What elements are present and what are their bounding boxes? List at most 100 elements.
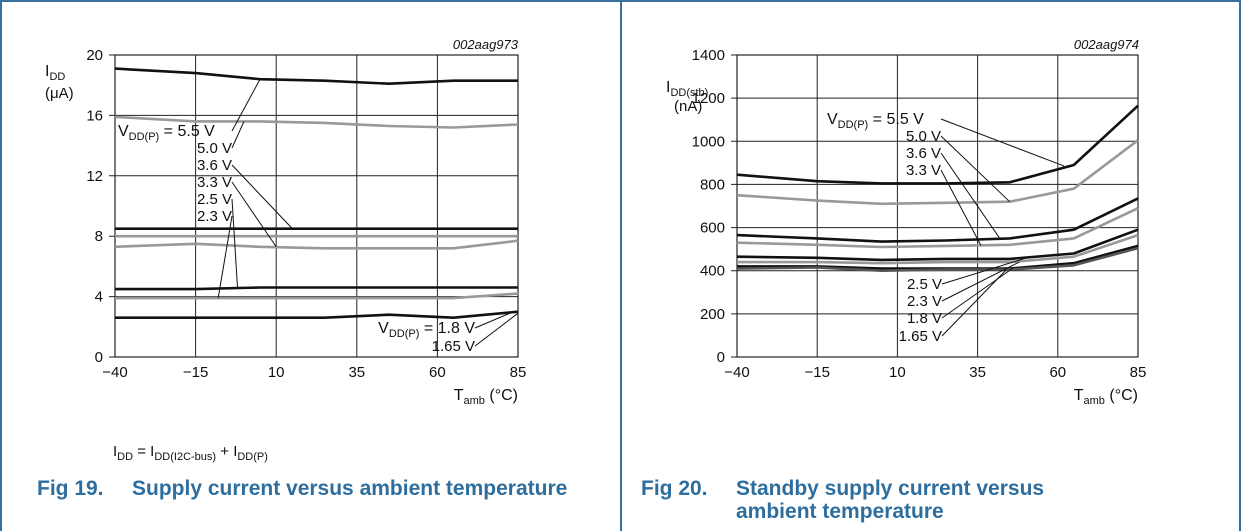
top-rule-right [622, 0, 1241, 2]
fig20-label-3v3: 3.3 V [906, 162, 941, 179]
series-line [114, 239, 519, 250]
y-tick-label: 400 [700, 263, 725, 280]
fig19-label-2v5: 2.5 V [197, 191, 232, 208]
y-tick-label: 12 [86, 168, 103, 185]
fig19-caption-number: Fig 19. [37, 477, 104, 500]
x-tick-label: 60 [1049, 364, 1066, 381]
plot-frame [736, 54, 1139, 358]
fig19-label-5v0: 5.0 V [197, 140, 232, 157]
fig20-ylabel-unit: (nA) [674, 98, 702, 115]
x-tick-label: 10 [889, 364, 906, 381]
y-tick-label: 0 [95, 349, 103, 366]
y-tick-label: 20 [86, 47, 103, 64]
fig19-series [114, 67, 519, 320]
fig19-code: 002aag973 [453, 37, 519, 52]
y-tick-label: 1400 [692, 47, 725, 64]
leader-line [941, 267, 1014, 319]
y-tick-label: 200 [700, 306, 725, 323]
series-line [115, 310, 519, 320]
x-tick-label: −15 [183, 364, 208, 381]
fig20-code: 002aag974 [1074, 37, 1139, 52]
leader-line [941, 261, 1020, 302]
fig20-grid [731, 54, 1139, 358]
series-line [736, 228, 1139, 262]
series-line [736, 139, 1139, 206]
fig19-caption-text: Supply current versus ambient temperatur… [132, 477, 568, 500]
leader-line [941, 257, 1026, 285]
fig20-label-5v5: VDD(P) = 5.5 V [827, 111, 924, 131]
leader-line [474, 311, 512, 329]
y-tick-label: 1200 [692, 90, 725, 107]
top-rule-left [0, 0, 620, 2]
leader-line [231, 198, 239, 288]
plot-frame [114, 54, 519, 358]
fig20-label-5v0: 5.0 V [906, 128, 941, 145]
y-tick-label: 8 [95, 228, 103, 245]
fig19-label-1v65: 1.65 V [432, 338, 475, 355]
fig20-xlabel: Tamb (°C) [1074, 387, 1138, 407]
fig20-label-1v65: 1.65 V [899, 328, 942, 345]
fig19-label-3v3: 3.3 V [197, 174, 232, 191]
fig19-ticks: −40 −15 10 35 60 85 0 4 8 12 16 20 [86, 47, 526, 381]
x-tick-label: 60 [429, 364, 446, 381]
series-line [114, 115, 519, 129]
x-tick-label: 85 [1130, 364, 1147, 381]
fig20-ylabel: IDD(stb) [666, 79, 708, 99]
y-tick-label: 600 [700, 220, 725, 237]
leader-line [940, 135, 1011, 203]
series-line [737, 233, 1139, 265]
y-tick-label: 16 [86, 107, 103, 124]
y-tick-label: 4 [95, 289, 103, 306]
fig20-label-2v3: 2.3 V [907, 293, 942, 310]
fig20-caption-number: Fig 20. [641, 477, 708, 500]
fig20-label-2v5: 2.5 V [907, 276, 942, 293]
leader-line [474, 312, 519, 347]
fig19-label-5v5: VDD(P) = 5.5 V [118, 123, 215, 143]
y-tick-label: 1000 [692, 133, 725, 150]
fig19-caption: Fig 19. Supply current versus ambient tem… [37, 477, 567, 500]
fig20-caption-line2: ambient temperature [736, 500, 944, 523]
leader-line [231, 181, 277, 248]
fig19-ylabel: IDD [45, 63, 65, 83]
fig19-label-3v6: 3.6 V [197, 157, 232, 174]
fig19-label-1v8: VDD(P) = 1.8 V [378, 320, 475, 340]
fig20-caption: Fig 20. Standby supply current versus amb… [641, 477, 1044, 523]
x-tick-label: −40 [724, 364, 749, 381]
leader-line [231, 78, 261, 132]
series-line [736, 207, 1139, 249]
panel-divider [620, 0, 622, 531]
leader-line [217, 215, 233, 299]
fig19-label-2v3: 2.3 V [197, 208, 232, 225]
fig19-chart: −40 −15 10 35 60 85 0 4 8 12 16 20 002aag973 IDD (μ… [45, 37, 526, 407]
fig19-ylabel-unit: (μA) [45, 85, 74, 102]
leader-line [941, 269, 1007, 337]
leader-line [231, 164, 293, 229]
leader-line [231, 121, 245, 149]
x-tick-label: 10 [268, 364, 285, 381]
x-tick-label: 35 [969, 364, 986, 381]
y-tick-label: 800 [700, 176, 725, 193]
right-rule [1239, 0, 1241, 531]
fig19-leader-lines [217, 78, 519, 347]
y-tick-label: 0 [717, 349, 725, 366]
series-line [115, 286, 518, 291]
leader-line [940, 118, 1065, 167]
leader-line [940, 152, 1001, 240]
fig19-xlabel: Tamb (°C) [454, 387, 518, 407]
fig20-ticks: −40 −15 10 35 60 85 0 200 400 600 800 1000 1200 1400 [692, 47, 1147, 381]
fig20-label-3v6: 3.6 V [906, 145, 941, 162]
series-line [736, 246, 1139, 273]
leader-line [940, 169, 982, 246]
series-line [114, 67, 518, 85]
fig19-formula: IDD = IDD(I2C-bus) + IDD(P) [113, 443, 268, 463]
fig20-caption-line1: Standby supply current versus [736, 477, 1045, 500]
x-tick-label: 85 [510, 364, 527, 381]
fig20-leader-lines [940, 118, 1065, 337]
fig20-series [736, 104, 1139, 273]
fig20-chart: −40 −15 10 35 60 850200400600800100012001400 … [666, 37, 1147, 407]
x-tick-label: −40 [102, 364, 127, 381]
fig19-grid [109, 54, 519, 358]
x-tick-label: −15 [804, 364, 829, 381]
fig20-label-1v8: 1.8 V [907, 310, 942, 327]
